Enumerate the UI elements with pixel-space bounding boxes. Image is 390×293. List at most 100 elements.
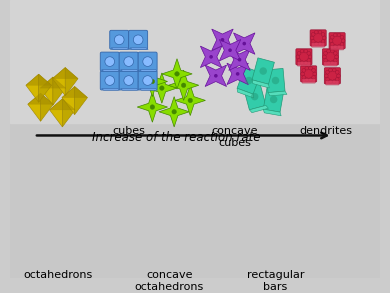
- Polygon shape: [268, 91, 287, 96]
- FancyBboxPatch shape: [100, 71, 119, 90]
- Circle shape: [188, 98, 193, 103]
- Circle shape: [323, 55, 326, 59]
- Text: rectagular
bars: rectagular bars: [247, 270, 304, 292]
- Circle shape: [333, 52, 337, 55]
- Polygon shape: [53, 77, 66, 105]
- Circle shape: [175, 71, 179, 76]
- Circle shape: [214, 74, 218, 78]
- FancyBboxPatch shape: [310, 30, 326, 46]
- Circle shape: [309, 66, 312, 70]
- Circle shape: [337, 74, 340, 78]
- Polygon shape: [229, 49, 250, 70]
- Circle shape: [228, 48, 232, 52]
- Circle shape: [337, 45, 341, 48]
- Polygon shape: [243, 84, 266, 110]
- Polygon shape: [50, 99, 75, 110]
- Circle shape: [329, 80, 332, 84]
- Circle shape: [330, 42, 334, 46]
- Polygon shape: [75, 86, 87, 115]
- FancyBboxPatch shape: [323, 49, 339, 65]
- FancyBboxPatch shape: [301, 66, 317, 82]
- Circle shape: [329, 39, 333, 42]
- Circle shape: [332, 80, 336, 84]
- Polygon shape: [200, 46, 222, 68]
- Circle shape: [301, 72, 305, 76]
- Polygon shape: [252, 58, 275, 84]
- FancyBboxPatch shape: [119, 52, 138, 71]
- Circle shape: [272, 77, 279, 84]
- Polygon shape: [168, 70, 199, 100]
- Circle shape: [305, 78, 308, 81]
- Circle shape: [330, 49, 334, 53]
- Polygon shape: [50, 99, 62, 127]
- Polygon shape: [121, 88, 139, 90]
- Text: concave
cubes: concave cubes: [211, 126, 258, 148]
- Polygon shape: [205, 65, 227, 86]
- Circle shape: [150, 79, 155, 84]
- Circle shape: [312, 33, 315, 36]
- Circle shape: [133, 35, 143, 45]
- Polygon shape: [159, 97, 189, 127]
- Circle shape: [302, 69, 306, 72]
- Circle shape: [335, 77, 339, 81]
- Polygon shape: [137, 66, 168, 97]
- Circle shape: [341, 39, 345, 42]
- Circle shape: [335, 55, 339, 59]
- Polygon shape: [227, 63, 248, 85]
- Circle shape: [340, 42, 344, 46]
- Circle shape: [259, 67, 267, 75]
- Circle shape: [333, 45, 337, 48]
- Circle shape: [143, 76, 152, 85]
- Circle shape: [309, 78, 312, 81]
- Polygon shape: [212, 29, 233, 50]
- Circle shape: [312, 76, 316, 79]
- Polygon shape: [266, 69, 285, 93]
- Text: dendrites: dendrites: [299, 126, 352, 136]
- Circle shape: [313, 72, 317, 76]
- FancyBboxPatch shape: [312, 42, 325, 47]
- Polygon shape: [237, 67, 261, 94]
- FancyBboxPatch shape: [100, 52, 119, 71]
- Circle shape: [307, 59, 311, 62]
- Circle shape: [321, 33, 325, 36]
- Text: concave
octahedrons: concave octahedrons: [135, 270, 204, 292]
- Polygon shape: [219, 40, 241, 61]
- FancyBboxPatch shape: [119, 71, 138, 90]
- Polygon shape: [147, 73, 177, 103]
- Circle shape: [243, 42, 246, 45]
- Polygon shape: [26, 74, 51, 85]
- Circle shape: [270, 96, 277, 103]
- Circle shape: [300, 49, 304, 53]
- FancyBboxPatch shape: [138, 71, 157, 90]
- Circle shape: [312, 40, 315, 43]
- FancyBboxPatch shape: [324, 62, 337, 66]
- Polygon shape: [121, 70, 139, 71]
- Polygon shape: [52, 68, 65, 96]
- Polygon shape: [140, 88, 158, 90]
- Polygon shape: [140, 70, 158, 71]
- Polygon shape: [102, 70, 120, 71]
- Circle shape: [323, 36, 326, 40]
- Circle shape: [302, 76, 306, 79]
- Circle shape: [181, 83, 186, 88]
- Text: Increase of the reaction rate: Increase of the reaction rate: [92, 131, 260, 144]
- Bar: [10, 0, 380, 123]
- Circle shape: [307, 52, 311, 55]
- Polygon shape: [263, 109, 281, 116]
- Polygon shape: [237, 88, 254, 98]
- Polygon shape: [65, 68, 78, 96]
- Polygon shape: [40, 77, 66, 88]
- Polygon shape: [28, 93, 53, 104]
- Circle shape: [330, 35, 334, 39]
- Polygon shape: [102, 88, 120, 90]
- Polygon shape: [39, 74, 51, 102]
- Polygon shape: [111, 48, 129, 50]
- Circle shape: [124, 57, 133, 67]
- Polygon shape: [234, 33, 255, 54]
- Polygon shape: [249, 105, 268, 113]
- Circle shape: [245, 77, 253, 84]
- Circle shape: [332, 68, 336, 72]
- Circle shape: [236, 72, 239, 76]
- Circle shape: [105, 57, 115, 67]
- Circle shape: [327, 49, 330, 53]
